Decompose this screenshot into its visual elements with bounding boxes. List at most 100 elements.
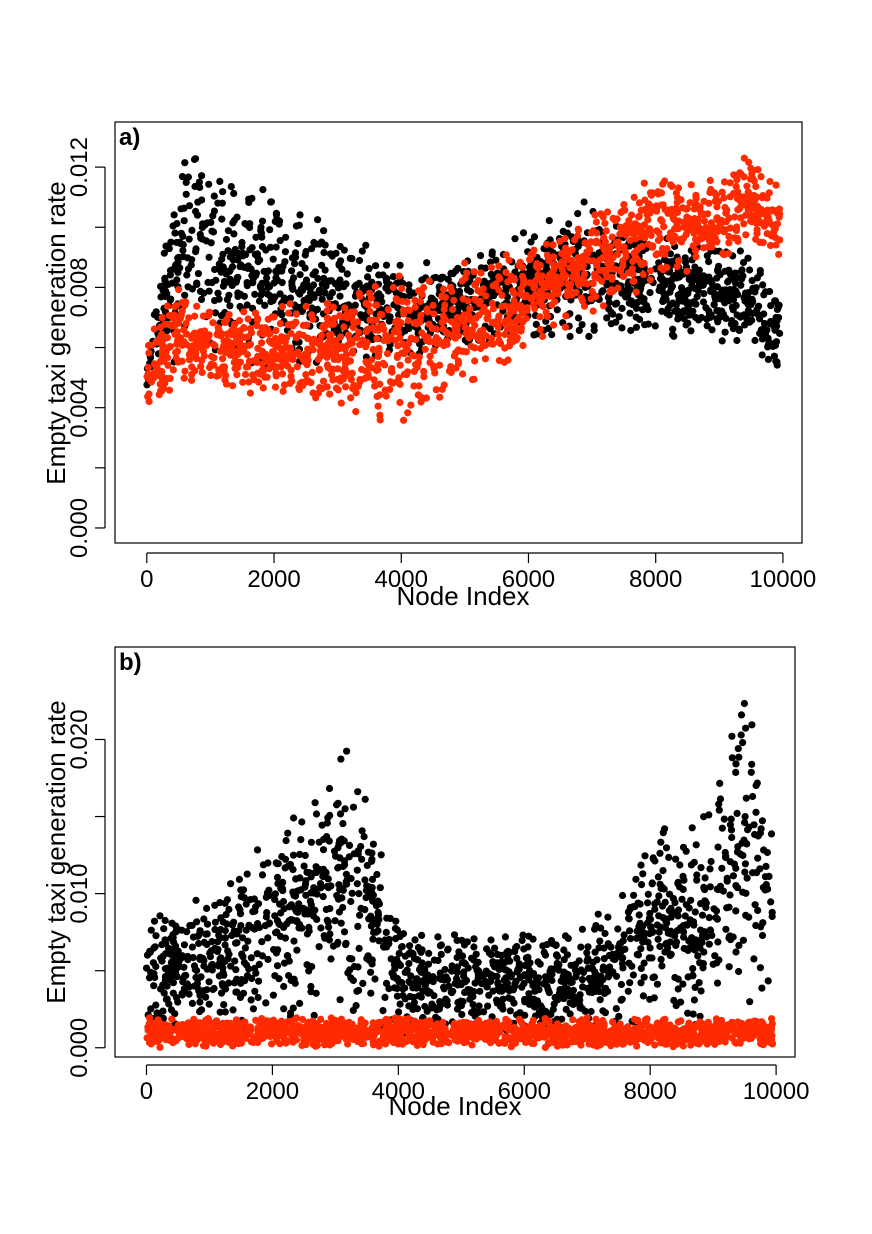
panel-a-series-1-point — [181, 159, 189, 167]
panel-a-series-1-point — [530, 331, 538, 339]
panel-b-series-1-point — [748, 760, 756, 768]
panel-a-series-2-point — [608, 286, 616, 294]
panel-a-series-2-point — [259, 330, 267, 338]
panel-a-series-1-point — [289, 274, 298, 282]
panel-a-series-2-point — [164, 361, 172, 369]
panel-a-series-2-point — [425, 277, 433, 285]
panel-a-series-2-point — [515, 313, 523, 321]
panel-b-series-1-point — [680, 944, 688, 953]
panel-a-series-2-point — [446, 283, 455, 291]
panel-a-series-2-point — [192, 339, 200, 347]
panel-a-series-2-point — [495, 286, 503, 294]
panel-b-series-1-point — [518, 983, 526, 991]
panel-b-series-1-point — [529, 935, 537, 943]
panel-a-series-2-point — [509, 275, 518, 283]
panel-a-series-2-point — [602, 227, 610, 235]
panel-a-series-1-point — [200, 289, 208, 297]
panel-a-series-2-point — [364, 325, 372, 333]
panel-b-series-1-point — [617, 980, 626, 989]
panel-a-series-1-point — [725, 266, 733, 274]
panel-a-series-2-point — [277, 363, 285, 371]
panel-a-series-2-point — [418, 290, 426, 298]
panel-a-series-1-point — [257, 229, 265, 237]
panel-b-series-1-point — [161, 916, 169, 925]
panel-b-series-1-point — [625, 914, 633, 922]
panel-a-series-1-point — [254, 258, 262, 266]
panel-b-series-1-point — [669, 909, 677, 917]
panel-b-series-1-point — [239, 934, 247, 942]
panel-b-series-1-point — [457, 981, 465, 989]
panel-b-series-1-point — [417, 993, 425, 1001]
panel-b-series-1-point — [272, 929, 280, 937]
panel-b-series-1-point — [663, 939, 671, 948]
panel-a-series-1-point — [622, 293, 630, 301]
panel-b-series-1-point — [199, 987, 207, 995]
panel-b-series-1-point — [448, 962, 456, 970]
panel-b-series-1-point — [150, 982, 158, 990]
panel-a-series-1-point — [574, 314, 583, 322]
panel-b-series-1-point — [280, 959, 289, 967]
panel-a-points — [143, 154, 784, 424]
panel-a-series-2-point — [630, 193, 638, 201]
panel-a-series-2-point — [157, 357, 165, 365]
panel-a-series-1-point — [389, 273, 397, 281]
panel-a-series-1-point — [207, 239, 215, 247]
panel-b-series-1-point — [326, 905, 334, 913]
panel-a-series-2-point — [420, 367, 428, 376]
panel-b-series-1-point — [289, 1004, 297, 1012]
panel-a-series-2-point — [479, 308, 487, 316]
panel-b-series-1-point — [460, 968, 468, 976]
panel-a-series-2-point — [302, 371, 310, 379]
panel-b-series-1-point — [593, 984, 601, 992]
panel-a-series-2-point — [568, 291, 576, 299]
panel-a-series-2-point — [375, 344, 383, 352]
panel-a-series-2-point — [405, 339, 413, 347]
panel-a-series-1-point — [624, 284, 632, 293]
panel-b-series-1-point — [195, 931, 203, 939]
panel-a-series-2-point — [150, 325, 158, 333]
panel-b-series-1-point — [196, 998, 204, 1006]
panel-a-series-2-point — [241, 370, 250, 379]
panel-a-series-1-point — [405, 281, 413, 289]
panel-a-series-2-point — [381, 386, 389, 394]
panel-a-series-1-point — [170, 211, 178, 219]
panel-b-series-1-point — [535, 974, 543, 982]
panel-a-series-2-point — [543, 279, 551, 287]
panel-a-series-2-point — [379, 359, 387, 367]
panel-a-series-2-point — [536, 325, 544, 334]
panel-a-series-1-point — [230, 189, 238, 197]
panel-b-series-1-point — [231, 957, 239, 965]
panel-b-series-1-point — [344, 969, 352, 977]
panel-a-series-2-point — [373, 392, 381, 400]
panel-a-series-2-point — [505, 256, 513, 264]
panel-a-series-1-point — [454, 264, 462, 272]
panel-a-series-1-point — [243, 282, 251, 290]
panel-b-series-1-point — [720, 815, 728, 823]
panel-b-series-1-point — [200, 962, 208, 970]
panel-a-series-1-point — [721, 299, 729, 307]
panel-a-series-2-point — [592, 218, 601, 226]
panel-a-series-2-point — [180, 374, 188, 382]
panel-a-series-2-point — [588, 288, 596, 296]
panel-a-series-2-point — [742, 231, 750, 239]
panel-a-series-1-point — [197, 295, 206, 303]
panel-a-series-1-point — [674, 291, 682, 299]
panel-b-series-1-point — [326, 811, 334, 820]
panel-b-series-1-point — [676, 861, 684, 869]
panel-a-series-1-point — [447, 269, 455, 277]
panel-a-series-2-point — [660, 223, 668, 231]
panel-b-series-1-point — [349, 803, 358, 811]
panel-a-series-2-point — [321, 342, 329, 350]
panel-a-series-2-point — [654, 188, 662, 196]
panel-b-series-1-point — [146, 948, 154, 956]
panel-b-series-1-point — [662, 844, 671, 852]
panel-a-series-2-point — [397, 319, 405, 327]
panel-b-series-1-point — [177, 954, 185, 962]
panel-a-series-1-point — [343, 270, 351, 278]
panel-b-series-1-point — [498, 960, 506, 969]
panel-a-series-1-point — [684, 319, 692, 327]
panel-a-series-1-point — [771, 297, 780, 305]
panel-b-series-1-point — [236, 906, 244, 914]
panel-a-series-2-point — [599, 302, 608, 310]
panel-a-series-2-point — [657, 264, 665, 272]
